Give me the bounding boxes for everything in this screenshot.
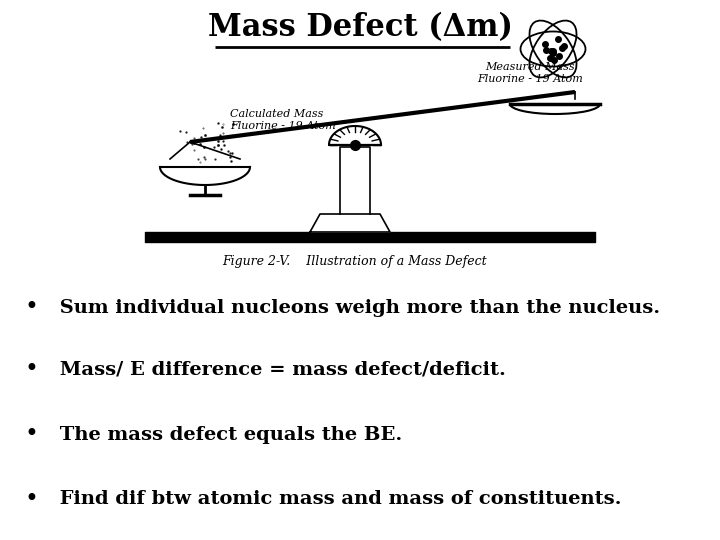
- Text: Figure 2-V.    Illustration of a Mass Defect: Figure 2-V. Illustration of a Mass Defec…: [222, 255, 487, 268]
- Polygon shape: [310, 214, 390, 232]
- Text: Mass Defect (Δm): Mass Defect (Δm): [207, 12, 513, 44]
- Text: •: •: [25, 488, 39, 511]
- Polygon shape: [160, 167, 250, 185]
- Text: •: •: [25, 359, 39, 381]
- Text: The mass defect equals the BE.: The mass defect equals the BE.: [53, 426, 402, 444]
- Text: Sum individual nucleons weigh more than the nucleus.: Sum individual nucleons weigh more than …: [53, 299, 660, 317]
- Polygon shape: [329, 126, 381, 145]
- Text: Find dif btw atomic mass and mass of constituents.: Find dif btw atomic mass and mass of con…: [53, 490, 621, 509]
- Text: •: •: [25, 423, 39, 446]
- Text: Calculated Mass
Fluorine - 19 Atom: Calculated Mass Fluorine - 19 Atom: [230, 109, 336, 131]
- Text: •: •: [25, 296, 39, 319]
- Text: Mass/ E difference = mass defect/deficit.: Mass/ E difference = mass defect/deficit…: [53, 361, 506, 379]
- Text: Measured Mass
Fluorine - 19 Atom: Measured Mass Fluorine - 19 Atom: [477, 62, 583, 84]
